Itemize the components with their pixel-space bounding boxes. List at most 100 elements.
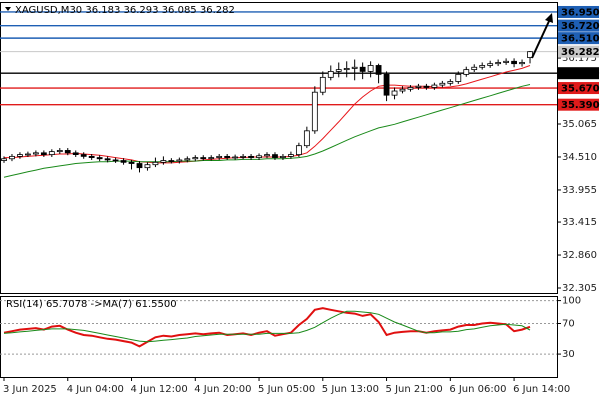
- x-tick-label: 4 Jun 12:00: [131, 384, 188, 395]
- candle-body: [224, 155, 231, 158]
- candle-body: [128, 161, 135, 164]
- candle-body: [280, 155, 286, 158]
- chart-title: XAGUSD,M30 36.183 36.293 36.085 36.282: [15, 5, 235, 16]
- candle-body: [471, 66, 478, 71]
- candle-body: [72, 152, 79, 156]
- candle-body: [479, 65, 486, 68]
- candle-body: [375, 65, 382, 75]
- candle-body: [120, 160, 127, 163]
- menu-triangle: [5, 7, 11, 11]
- candle-body: [1, 158, 7, 161]
- candle-body: [96, 157, 103, 160]
- candle-body: [176, 159, 183, 162]
- candle-body: [25, 153, 31, 156]
- candle-body: [431, 84, 438, 88]
- candle-body: [248, 155, 254, 158]
- candle-body: [216, 155, 223, 158]
- candle-body: [319, 76, 326, 93]
- line-series: [3, 307, 531, 348]
- x-tick-label: 5 Jun 13:00: [322, 384, 379, 395]
- candle-body: [240, 155, 247, 158]
- candle-body: [439, 82, 446, 86]
- level-label-box: [558, 32, 599, 45]
- rsi-title: RSI(14) 65.7078 ->MA(7) 61.5500: [6, 299, 177, 310]
- x-tick-label: 5 Jun 21:00: [386, 384, 443, 395]
- candle-body: [511, 60, 517, 65]
- main-panel: [0, 2, 558, 294]
- level-label-box: [558, 67, 599, 80]
- candle-body: [455, 73, 462, 82]
- candle-body: [56, 150, 63, 153]
- candle-body: [136, 163, 143, 169]
- candle-body: [495, 62, 502, 65]
- y-tick-label: 35.065: [562, 119, 597, 130]
- candle-body: [40, 152, 47, 156]
- x-tick-label: 6 Jun 14:00: [513, 384, 570, 395]
- candle-body: [184, 158, 191, 161]
- candle-body: [447, 81, 454, 84]
- candle-body: [311, 91, 318, 132]
- level-label: 35.920: [561, 69, 600, 80]
- candle-body: [200, 157, 207, 159]
- y-tick-label: 70: [562, 319, 575, 330]
- candle-body: [487, 63, 494, 66]
- candle-body: [383, 73, 390, 96]
- candle-body: [48, 151, 55, 156]
- x-tick-label: 6 Jun 06:00: [449, 384, 506, 395]
- candle-body: [335, 69, 342, 72]
- level-label-box: [558, 5, 599, 18]
- candle-body: [343, 68, 350, 71]
- y-tick-label: 34.510: [562, 152, 597, 163]
- candle-body: [17, 154, 23, 157]
- x-tick-label: 3 Jun 2025: [3, 384, 57, 395]
- level-label-box: [558, 45, 599, 58]
- level-label: 36.720: [561, 21, 600, 32]
- y-tick-label: 100: [562, 296, 581, 307]
- candle-body: [192, 157, 199, 160]
- candle-body: [351, 66, 358, 69]
- candle-body: [32, 152, 39, 155]
- candle-body: [104, 158, 111, 161]
- y-tick-label: 33.955: [562, 185, 597, 196]
- candle-body: [112, 159, 119, 162]
- candle-body: [208, 157, 215, 159]
- candle-body: [327, 71, 334, 78]
- y-tick-label: 36.175: [562, 53, 597, 64]
- level-label: 36.950: [561, 7, 600, 18]
- candle-body: [64, 150, 71, 154]
- candle-body: [415, 85, 422, 88]
- arrow-head: [545, 13, 553, 23]
- y-tick-label: 32.860: [562, 250, 597, 261]
- candle-body: [519, 62, 525, 65]
- candle-body: [160, 160, 167, 163]
- level-label: 36.282: [561, 47, 600, 58]
- level-label-box: [558, 82, 599, 95]
- candle-body: [264, 154, 270, 157]
- candle-body: [168, 160, 175, 162]
- candle-body: [80, 154, 87, 157]
- level-label: 35.670: [561, 84, 600, 95]
- candle-body: [288, 154, 294, 157]
- level-label: 36.510: [561, 34, 600, 45]
- candle-body: [407, 87, 414, 90]
- candle-body: [367, 65, 374, 72]
- y-tick-label: 33.415: [562, 217, 597, 228]
- line-series: [3, 84, 531, 178]
- level-label: 35.390: [561, 100, 600, 111]
- level-label-box: [558, 98, 599, 111]
- candle-body: [295, 145, 302, 156]
- candle-body: [503, 60, 510, 63]
- rsi-panel: [0, 296, 558, 378]
- candle-body: [423, 85, 430, 88]
- arrow-shaft: [531, 18, 551, 59]
- candle-body: [9, 155, 15, 160]
- candle-body: [399, 88, 406, 92]
- y-tick-label: 30: [562, 349, 575, 360]
- x-tick-label: 5 Jun 05:00: [258, 384, 315, 395]
- candle-body: [463, 69, 470, 75]
- candle-body: [256, 155, 262, 158]
- candle-body: [152, 161, 159, 166]
